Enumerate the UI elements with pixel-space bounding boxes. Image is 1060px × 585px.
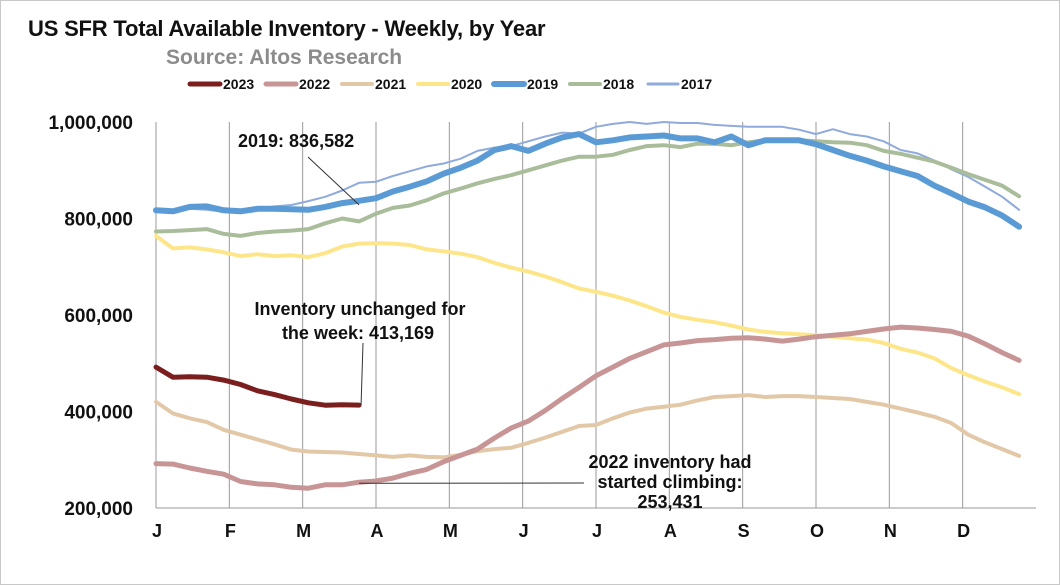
y-tick-label: 1,000,000 xyxy=(48,113,133,134)
series-line-2020 xyxy=(154,233,1022,397)
legend-label-2018: 2018 xyxy=(603,76,634,92)
x-tick-label: A xyxy=(664,521,677,541)
annotation-2019-text: 2019: 836,582 xyxy=(238,131,354,151)
x-tick-label: J xyxy=(152,521,162,541)
legend-label-2022: 2022 xyxy=(299,76,330,92)
x-tick-label: F xyxy=(225,521,236,541)
annotation-2022-text: 2022 inventory had xyxy=(588,452,751,472)
annotation-2019-leader xyxy=(307,156,360,206)
series-line-2023 xyxy=(153,364,362,408)
x-tick-label: J xyxy=(519,521,529,541)
x-tick-label: N xyxy=(884,521,897,541)
annotation-2022-text: 253,431 xyxy=(637,492,702,512)
y-tick-label: 600,000 xyxy=(64,306,133,327)
x-tick-label: D xyxy=(957,521,970,541)
series-line-2018 xyxy=(154,138,1022,238)
legend-label-2020: 2020 xyxy=(451,76,482,92)
series-line-2017 xyxy=(155,121,1021,213)
chart-title: US SFR Total Available Inventory - Weekl… xyxy=(28,16,546,41)
x-tick-label: A xyxy=(371,521,384,541)
y-tick-label: 800,000 xyxy=(64,210,133,231)
legend-label-2023: 2023 xyxy=(223,76,254,92)
annotation-2023-text: Inventory unchanged for xyxy=(254,299,465,319)
series-line-2021 xyxy=(154,393,1022,460)
legend-label-2017: 2017 xyxy=(681,76,712,92)
legend-label-2019: 2019 xyxy=(527,76,558,92)
series-line-2022 xyxy=(153,324,1022,491)
annotation-2023-leader xyxy=(360,342,364,406)
x-tick-label: J xyxy=(592,521,602,541)
x-tick-label: M xyxy=(296,521,311,541)
x-tick-label: O xyxy=(810,521,824,541)
x-tick-label: S xyxy=(738,521,750,541)
x-tick-label: M xyxy=(443,521,458,541)
annotation-2022-text: started climbing: xyxy=(597,472,742,492)
legend-label-2021: 2021 xyxy=(375,76,406,92)
series-line-2019 xyxy=(153,131,1023,230)
y-tick-label: 200,000 xyxy=(64,499,133,520)
annotation-2023-text: the week: 413,169 xyxy=(282,323,434,343)
chart-subtitle: Source: Altos Research xyxy=(166,46,403,69)
y-tick-label: 400,000 xyxy=(64,403,133,424)
